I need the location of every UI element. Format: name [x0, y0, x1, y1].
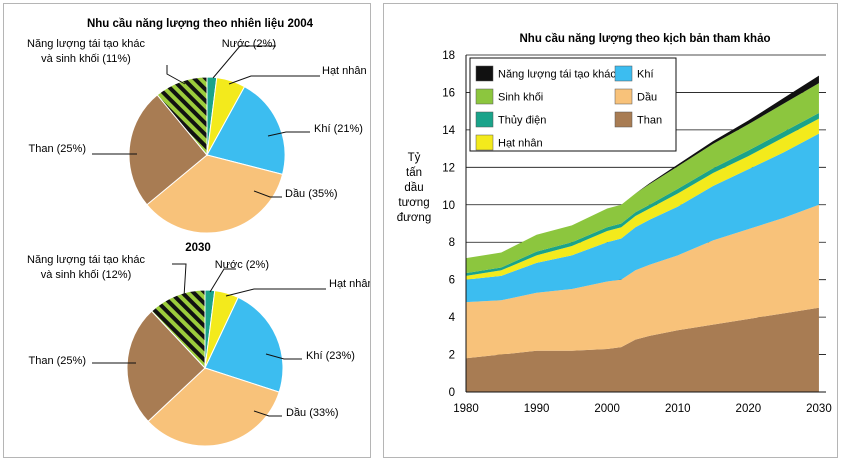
y-tick-label: 6	[449, 275, 455, 287]
legend-label-sinh-khoi: Sinh khối	[498, 92, 543, 104]
pie-2030-label-hat-nhan: Hạt nhân (5%)	[329, 278, 370, 290]
pie-2030-leader-line	[225, 288, 326, 297]
y-axis-label-word: dầu	[404, 182, 423, 194]
axes: 1980 1990 2000 2010 2020 2030 0 2 4 6 8 10 12 14 16 18	[442, 50, 832, 415]
pie-2004-leader-line	[166, 65, 186, 85]
legend-label-thuy-dien: Thủy điện	[498, 115, 546, 127]
pie-charts-panel: Nhu cầu năng lượng theo nhiên liệu 2004 …	[3, 3, 400, 458]
y-tick-label: 16	[442, 87, 455, 99]
legend-swatch-than	[614, 111, 633, 128]
pie-2030-label-nuoc: Nước (2%)	[215, 259, 269, 271]
pie-2004-label-khi: Khí (21%)	[314, 123, 363, 135]
pie-2004-label-dau: Dầu (35%)	[285, 188, 338, 200]
pie-2030-label-renewables: và sinh khối (12%)	[41, 269, 132, 281]
pie-2030-label-dau: Dầu (33%)	[286, 407, 339, 419]
y-tick-label: 4	[449, 312, 456, 324]
pie-2004-slice-dau	[146, 154, 284, 234]
pie-2004-leader-line	[253, 190, 282, 198]
pie-2004-label-than: Than (25%)	[29, 143, 86, 155]
x-tick-label: 1980	[453, 403, 479, 415]
area-chart: Nhu cầu năng lượng theo kịch bản tham kh…	[397, 33, 832, 415]
pie-2004-label-nuoc: Nước (2%)	[222, 38, 276, 50]
legend-swatch-khi	[614, 65, 633, 82]
area-layer-dau	[466, 204, 819, 359]
pie-2030-title: 2030	[185, 242, 211, 254]
pie-2004-leader-line	[212, 45, 276, 79]
y-tick-label: 18	[442, 50, 455, 62]
legend-swatch-nang-luong-tai-tao-khac	[475, 65, 494, 82]
pie-2030-leader-line	[253, 410, 282, 417]
y-axis-label-word: đương	[397, 212, 431, 224]
pie-2004-title: Nhu cầu năng lượng theo nhiên liệu 2004	[87, 18, 314, 30]
pie-2030-slice-khi	[204, 296, 284, 393]
pie-2004-label-hat-nhan: Hạt nhân (6%)	[322, 65, 370, 77]
pie-2030-leader-line	[172, 263, 187, 298]
y-tick-label: 14	[442, 125, 455, 137]
legend-label-khi: Khí	[637, 69, 654, 81]
legend-box	[469, 57, 677, 152]
legend-swatch-hat-nhan	[475, 134, 494, 151]
x-tick-label: 2000	[594, 403, 620, 415]
legend-label-than: Than	[637, 115, 662, 127]
pie-2030-slice-than	[126, 310, 206, 423]
y-tick-label: 12	[442, 162, 455, 174]
pie-2004-leader-line	[228, 75, 320, 85]
y-tick-label: 8	[449, 237, 455, 249]
pie-2004-label-renewables: và sinh khối (11%)	[41, 53, 131, 65]
pie-charts: Nhu cầu năng lượng theo nhiên liệu 2004 …	[27, 18, 400, 447]
pie-2030: Nước (2%) Hạt nhân (5%) Khí (23%) Dầu (33%)…	[27, 254, 400, 447]
area-chart-panel: Nhu cầu năng lượng theo kịch bản tham kh…	[383, 3, 838, 458]
y-tick-label: 10	[442, 200, 455, 212]
pie-2004: Nước (2%) Hạt nhân (6%) Khí (21%) Dầu (35%)…	[27, 38, 393, 234]
pie-2030-leader-line	[209, 268, 236, 293]
pie-2004-leader-line	[267, 131, 310, 137]
y-tick-label: 2	[449, 350, 455, 362]
y-tick-label: 0	[449, 387, 455, 399]
pie-2004-slice-than	[128, 94, 208, 206]
pie-2030-label-khi: Khí (23%)	[306, 350, 355, 362]
x-tick-label: 1990	[524, 403, 550, 415]
legend-label-hat-nhan: Hạt nhân	[498, 138, 543, 150]
area-layer-than	[466, 307, 819, 392]
area-layer-sinh-khoi	[466, 83, 819, 274]
legend-swatch-thuy-dien	[475, 111, 494, 128]
y-axis-label-word: tấn	[406, 167, 422, 179]
pie-2004-slice-khi	[206, 85, 286, 176]
legend-swatch-dau	[614, 88, 633, 105]
y-axis-label-word: Tỷ	[408, 152, 421, 164]
pie-2030-leader-line	[265, 353, 302, 360]
pie-2004-label-renewables: Năng lượng tái tạo khác	[27, 38, 145, 50]
pie-2030-label-than: Than (25%)	[29, 355, 86, 367]
legend-swatch-sinh-khoi	[475, 88, 494, 105]
area-chart-title: Nhu cầu năng lượng theo kịch bản tham kh…	[520, 33, 771, 45]
area-layers	[466, 75, 819, 392]
y-axis-label: Tỷ tấn dầu tương đương	[397, 152, 431, 224]
x-tick-label: 2020	[736, 403, 762, 415]
legend-label-dau: Dầu	[637, 92, 657, 104]
pie-2030-label-renewables: Năng lượng tái tạo khác	[27, 254, 145, 266]
area-layer-khi	[466, 133, 819, 303]
x-tick-label: 2010	[665, 403, 691, 415]
pie-2030-slice-nang-luong-tai-tao-khac-va-sinh-khoi	[150, 289, 206, 370]
pie-2030-slice-dau	[147, 367, 280, 447]
y-axis-label-word: tương	[398, 197, 429, 209]
legend: Năng lượng tái tạo khác Khí Sinh khối Dầu Th…	[469, 57, 677, 152]
legend-label-nang-luong-tai-tao-khac: Năng lượng tái tạo khác	[498, 69, 616, 81]
x-tick-label: 2030	[806, 403, 832, 415]
